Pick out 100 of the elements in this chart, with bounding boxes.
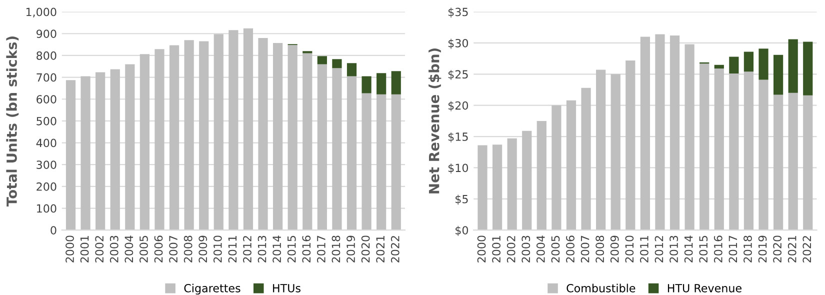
bar <box>154 49 164 230</box>
bar <box>552 105 562 230</box>
x-tick-label: 2019 <box>758 236 767 262</box>
bar <box>80 76 90 230</box>
bar <box>507 138 517 230</box>
x-tick-label: 2021 <box>376 236 385 262</box>
x-tick-label: 2009 <box>610 236 619 262</box>
x-tick-label: 2015 <box>287 236 296 262</box>
legend-label: HTUs <box>273 284 300 292</box>
y-tick-label: 700 <box>36 73 56 82</box>
y-tick-label: 600 <box>36 95 56 104</box>
bar <box>184 40 194 230</box>
bar <box>391 71 401 94</box>
bar <box>803 95 813 230</box>
x-tick-label: 2003 <box>110 236 118 262</box>
bar <box>788 92 798 230</box>
x-tick-label: 2008 <box>184 236 192 262</box>
bar <box>362 93 372 230</box>
x-tick-label: 2003 <box>522 236 530 262</box>
x-tick-label: 2011 <box>640 236 648 262</box>
bar <box>744 52 754 72</box>
bar <box>332 59 342 68</box>
x-tick-label: 2014 <box>272 236 282 262</box>
bar <box>362 76 372 94</box>
x-tick-label: 2007 <box>580 236 590 262</box>
y-tick-label: 1,000 <box>26 8 56 18</box>
bar <box>729 56 739 74</box>
bar <box>214 34 224 230</box>
bar <box>110 69 120 230</box>
y-tick-label: 400 <box>36 138 56 148</box>
bar <box>581 88 591 230</box>
y-tick-label: $10 <box>448 164 468 174</box>
x-tick-label: 2002 <box>95 236 104 262</box>
x-tick-label: 2011 <box>228 236 237 262</box>
bar <box>228 30 238 230</box>
y-tick-label: $0 <box>456 226 468 236</box>
bar <box>670 36 680 230</box>
x-tick-label: 2016 <box>302 236 311 262</box>
bar <box>140 54 150 230</box>
x-tick-label: 2012 <box>243 236 252 262</box>
bar <box>536 120 546 230</box>
bar <box>773 54 784 95</box>
y-tick-label: 300 <box>36 160 56 169</box>
bar <box>492 144 502 230</box>
x-tick-label: 2020 <box>361 236 370 262</box>
x-tick-label: 2008 <box>596 236 604 262</box>
bar <box>346 63 357 76</box>
bar <box>640 36 650 230</box>
x-tick-label: 2001 <box>80 236 89 262</box>
bar <box>317 64 327 230</box>
bar <box>288 44 298 230</box>
x-tick-label: 2007 <box>169 236 178 262</box>
bar <box>273 43 283 230</box>
bar <box>302 53 312 230</box>
y-tick-label: 900 <box>36 30 56 38</box>
bar <box>96 72 106 230</box>
bar <box>714 64 724 69</box>
bar <box>773 94 784 230</box>
x-tick-label: 2006 <box>154 236 163 262</box>
x-tick-label: 2020 <box>773 236 782 262</box>
bar <box>258 38 268 230</box>
x-tick-label: 2022 <box>802 236 812 262</box>
x-tick-label: 2021 <box>788 236 796 262</box>
x-tick-label: 2018 <box>744 236 752 262</box>
x-tick-label: 2004 <box>124 236 134 262</box>
x-tick-label: 2014 <box>684 236 693 262</box>
x-tick-label: 2019 <box>346 236 355 262</box>
bar <box>522 130 532 230</box>
x-tick-label: 2018 <box>332 236 340 262</box>
x-tick-label: 2017 <box>316 236 326 262</box>
x-tick-label: 2001 <box>492 236 501 262</box>
y-tick-label: $25 <box>448 70 468 80</box>
bar <box>610 74 620 230</box>
legend-label: HTU Revenue <box>668 284 742 292</box>
bar <box>655 34 665 230</box>
legend-label: Cigarettes <box>184 284 240 295</box>
x-tick-label: 2013 <box>258 236 266 262</box>
x-tick-label: 2009 <box>198 236 208 262</box>
y-tick-label: $20 <box>448 101 468 112</box>
x-tick-label: 2002 <box>506 236 516 262</box>
bar <box>684 44 694 230</box>
bar <box>758 48 768 80</box>
bar <box>744 72 754 230</box>
x-tick-label: 2010 <box>213 236 222 262</box>
bar <box>478 145 488 230</box>
bar <box>626 60 636 230</box>
bar <box>66 80 76 230</box>
bar <box>376 73 386 94</box>
x-tick-label: 2015 <box>699 236 708 262</box>
bar <box>700 64 710 230</box>
y-tick-label: $5 <box>456 194 468 205</box>
y-tick-label: $30 <box>448 38 468 49</box>
x-tick-label: 2016 <box>714 236 722 262</box>
bar <box>788 39 798 93</box>
y-tick-label: 100 <box>37 204 56 213</box>
x-tick-label: 2000 <box>477 236 486 262</box>
bar <box>376 94 386 230</box>
x-tick-label: 2005 <box>551 236 560 262</box>
bar <box>332 68 342 230</box>
bar <box>566 100 576 230</box>
